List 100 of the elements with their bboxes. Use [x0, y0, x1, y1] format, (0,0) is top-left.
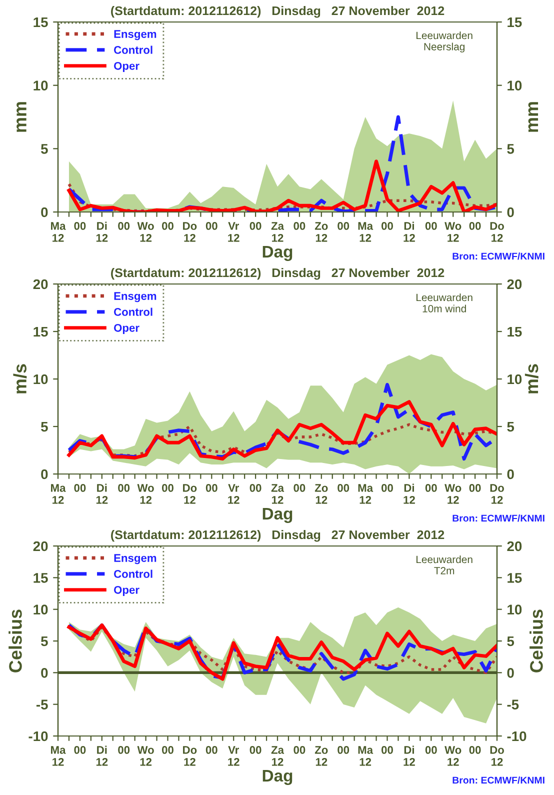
x-tick-label: 00: [382, 484, 393, 492]
y2-tick-label: -5: [507, 700, 519, 710]
x-tick-label: Wo 12: [137, 222, 154, 242]
x-tick-label: Ma 12: [358, 222, 374, 242]
x-tick-label: Ma 12: [51, 746, 66, 766]
y2-tick-label: 15: [508, 326, 522, 337]
x-tick-label: Di 12: [96, 484, 108, 504]
y2-tick-label: 5: [507, 144, 514, 154]
legend-label: Control: [114, 308, 152, 316]
y2-tick-label: 5: [507, 636, 514, 646]
x-tick-label: Ma 12: [358, 746, 374, 766]
legend-label: Ensgem: [114, 30, 156, 40]
x-tick-label: 00: [250, 746, 262, 754]
x-tick-label: 00: [206, 222, 218, 230]
y2-tick-label: 20: [507, 541, 522, 552]
y2-tick-label: 10: [508, 604, 522, 615]
line-series: [68, 182, 497, 212]
x-tick-label: Di 12: [96, 746, 108, 766]
legend-label: Oper: [114, 324, 140, 334]
y-tick-label: 20: [33, 541, 48, 552]
y-tick-label: -5: [36, 700, 48, 710]
x-tick-label: Vr 12: [228, 484, 240, 504]
x-tick-label: Di 12: [96, 222, 108, 242]
y-tick-label: 0: [41, 207, 48, 218]
x-tick-label: 00: [118, 746, 130, 754]
x-tick-label: 00: [469, 222, 481, 230]
line-series: [67, 400, 497, 461]
x-tick-label: Ma 12: [358, 484, 374, 504]
y-tick-label: 10: [34, 374, 48, 384]
y-tick-label: 5: [40, 144, 48, 154]
x-tick-label: 00: [338, 746, 350, 754]
legend-label: Control: [114, 570, 152, 578]
y2-tick-label: 0: [507, 469, 514, 480]
x-tick-label: Zo 12: [314, 746, 328, 766]
x-axis-title: Dag: [262, 508, 292, 523]
legend-label: Control: [114, 46, 152, 54]
x-tick-label: 00: [74, 222, 86, 230]
legend-label: Ensgem: [114, 292, 156, 302]
x-tick-label: Za 12: [271, 746, 284, 766]
legend-label: Oper: [114, 586, 140, 596]
x-tick-label: 00: [118, 222, 130, 230]
y2-tick-label: 10: [508, 374, 522, 384]
x-tick-label: 00: [469, 746, 481, 754]
line-series: [67, 623, 497, 681]
annotation: Leeuwarden 10m wind: [416, 294, 472, 312]
x-tick-label: Di 12: [404, 746, 415, 766]
x-tick-label: 00: [74, 746, 86, 754]
y2-tick-label: 20: [507, 279, 522, 290]
x-tick-label: 00: [294, 222, 306, 230]
x-tick-label: 00: [382, 746, 393, 754]
x-tick-label: Za 12: [271, 484, 284, 504]
chart-title: (Startdatum: 2012112612) Dinsdag 27 November 2012: [111, 268, 444, 280]
y-tick-label: 5: [40, 636, 48, 646]
x-tick-label: Vr 12: [228, 746, 240, 766]
x-tick-label: 00: [162, 222, 174, 230]
x-tick-label: 00: [338, 222, 350, 230]
x-tick-label: Wo 12: [444, 746, 462, 766]
x-tick-label: 00: [74, 484, 86, 492]
x-tick-label: 00: [250, 484, 262, 492]
x-tick-label: Do 12: [183, 222, 197, 242]
x-tick-label: 00: [250, 222, 262, 230]
x-tick-label: Do 12: [490, 746, 504, 766]
x-tick-label: 00: [118, 484, 130, 492]
x-tick-label: 00: [425, 484, 437, 492]
y2-tick-label: 15: [508, 17, 522, 28]
y-tick-label: 0: [41, 668, 48, 678]
x-tick-label: 00: [338, 484, 350, 492]
y-tick-label: 5: [40, 422, 48, 432]
y2-tick-label: 15: [508, 573, 522, 583]
y2-axis-title: mm: [528, 102, 538, 132]
x-tick-label: 00: [206, 746, 218, 754]
legend-label: Oper: [114, 62, 140, 72]
x-tick-label: Do 12: [183, 746, 197, 766]
x-tick-label: 00: [162, 484, 174, 492]
legend-label: Ensgem: [114, 554, 156, 564]
x-tick-label: Di 12: [404, 484, 415, 504]
text: Bron: ECMWF/KNMI: [452, 776, 544, 784]
x-tick-label: Di 12: [404, 222, 415, 242]
y-tick-label: 10: [34, 80, 48, 91]
x-tick-label: Za 12: [271, 222, 284, 242]
x-tick-label: Wo 12: [444, 484, 462, 504]
y2-axis-title: Celsius: [530, 610, 543, 672]
y-tick-label: -10: [28, 731, 48, 742]
y2-tick-label: 5: [507, 422, 514, 432]
x-tick-label: Do 12: [183, 484, 197, 504]
x-tick-label: Wo 12: [444, 222, 462, 242]
x-axis-title: Dag: [262, 770, 292, 785]
x-tick-label: 00: [206, 484, 218, 492]
x-tick-label: 00: [382, 222, 393, 230]
x-tick-label: 00: [294, 484, 306, 492]
y-tick-label: 20: [33, 279, 48, 290]
y2-tick-label: 10: [508, 80, 522, 91]
x-tick-label: Do 12: [490, 484, 504, 504]
x-tick-label: Ma 12: [51, 484, 66, 504]
y-tick-label: 15: [34, 573, 48, 583]
y-tick-label: 0: [41, 469, 48, 480]
x-tick-label: 00: [294, 746, 306, 754]
y-tick-label: 10: [34, 604, 48, 615]
x-tick-label: 00: [162, 746, 174, 754]
text: Bron: ECMWF/KNMI: [452, 252, 544, 260]
